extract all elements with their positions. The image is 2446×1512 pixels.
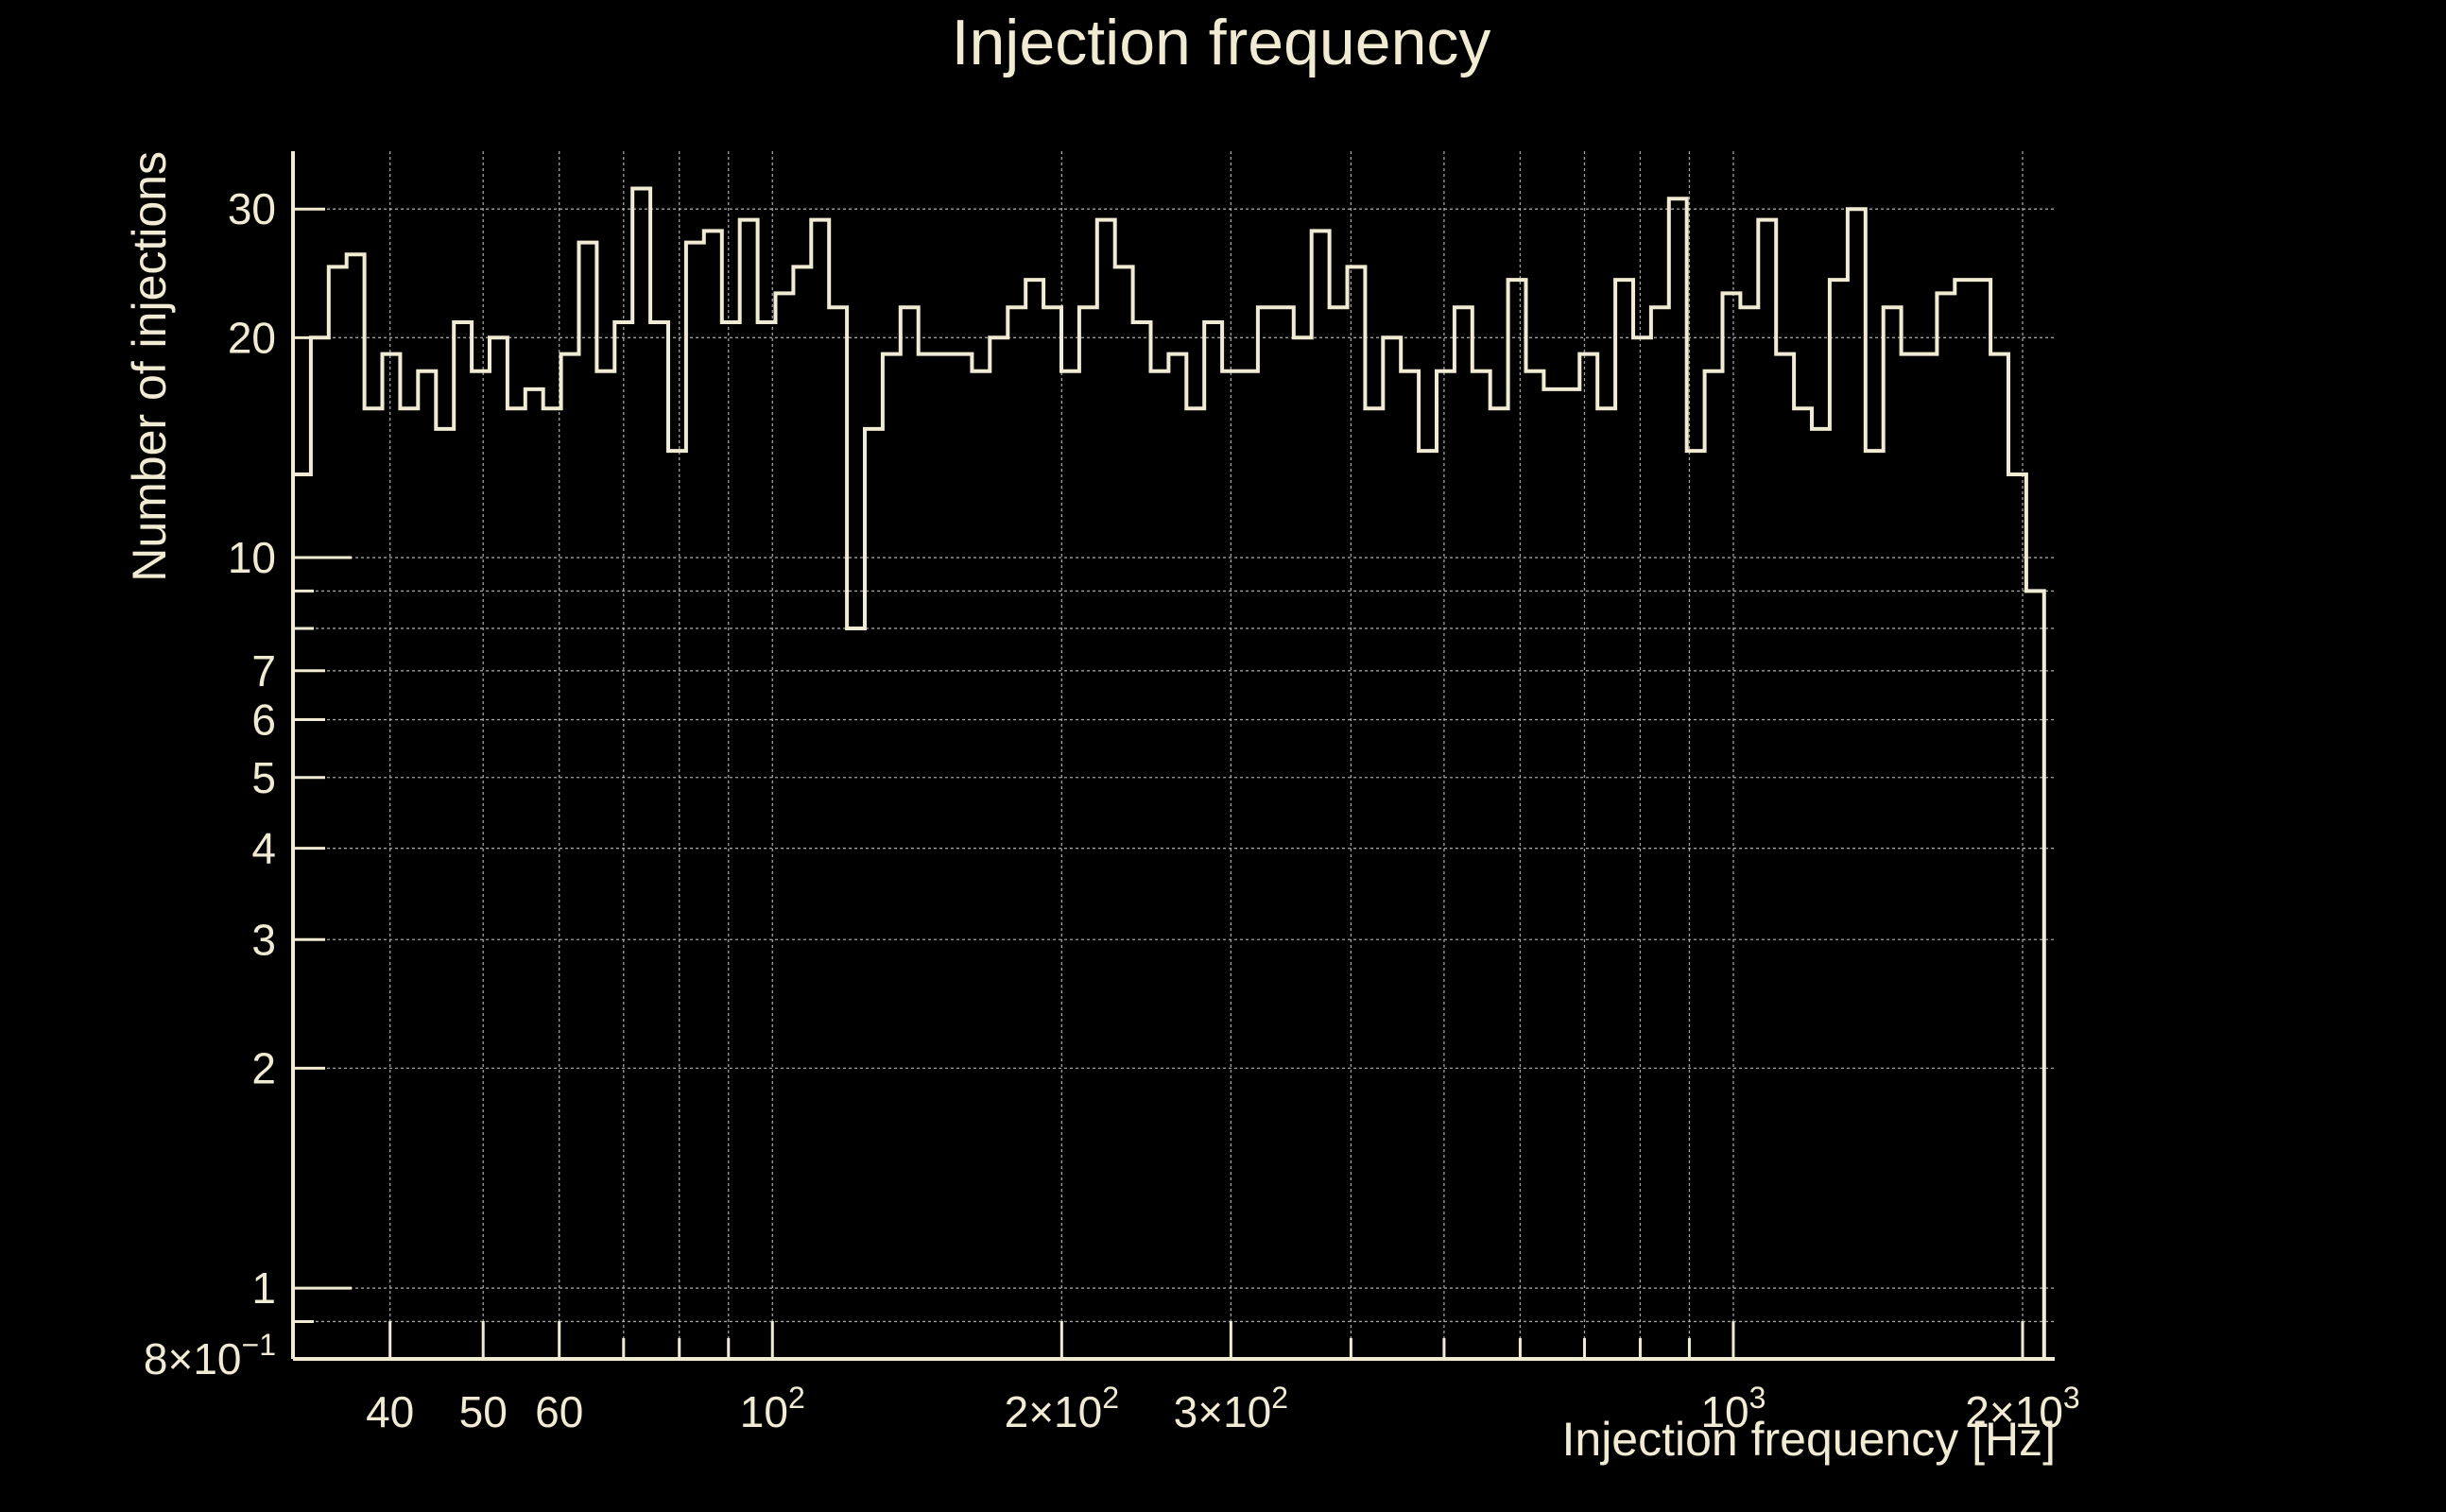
chart-title: Injection frequency [952, 7, 1491, 78]
x-tick-label: 60 [535, 1387, 583, 1436]
x-tick-label: 2×103 [1965, 1381, 2079, 1436]
y-tick-label: 4 [251, 824, 276, 873]
x-tick-label: 50 [459, 1387, 508, 1436]
y-tick-label: 30 [228, 184, 276, 233]
x-tick-label: 2×102 [1005, 1381, 1119, 1436]
histogram-series [291, 186, 2046, 1359]
y-tick-label: 6 [251, 696, 276, 745]
y-tick-labels: 8×10−1 1 2 3 4 5 67 10 20 30 [144, 184, 276, 1383]
y-tick-label: 5 [251, 753, 276, 802]
x-tick-label: 103 [1700, 1381, 1766, 1436]
y-axis-label: Number of injections [123, 151, 176, 582]
y-tick-label: 20 [228, 313, 276, 362]
x-tick-label: 102 [740, 1381, 805, 1436]
x-tick-labels: 40 50 60 102 2×102 3×102 103 2×103 [366, 1381, 2080, 1436]
y-tick-label: 10 [228, 533, 276, 582]
x-tick-label: 40 [366, 1387, 414, 1436]
x-axis-label: Injection frequency [Hz] [1562, 1413, 2057, 1466]
y-tick-label: 2 [251, 1043, 276, 1092]
y-tick-label: 8×10−1 [144, 1328, 276, 1383]
y-tick-label: 1 [251, 1263, 276, 1313]
axes [291, 151, 2055, 1361]
y-tick-label: 3 [251, 915, 276, 964]
grid-lines [293, 151, 2055, 1359]
x-tick-label: 3×102 [1174, 1381, 1288, 1436]
y-tick-label: 7 [251, 646, 276, 696]
